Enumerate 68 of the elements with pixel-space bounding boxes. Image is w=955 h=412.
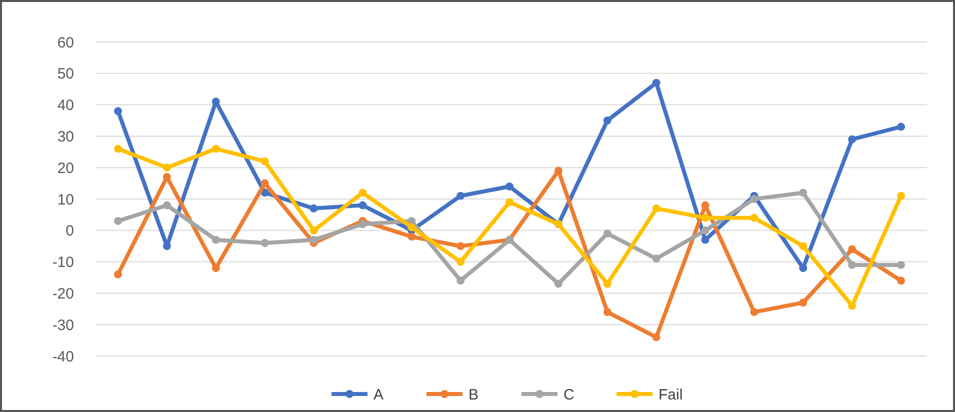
point [408,232,416,241]
point [212,144,220,153]
point [603,308,612,316]
point [848,245,856,254]
point [456,258,465,266]
y-tick-label: -20 [52,285,74,302]
y-tick-label: 20 [57,160,74,177]
point [603,280,612,288]
legend-label: B [468,386,479,404]
point [310,236,318,244]
point [456,242,465,250]
point [358,220,367,228]
point [114,270,122,278]
y-tick-label: -40 [52,348,74,366]
point [701,226,710,234]
point [162,201,171,210]
legend-label: Fail [658,386,683,404]
point [799,188,808,197]
point [358,188,367,197]
y-tick-label: 50 [57,66,74,83]
y-tick-label: -30 [52,316,74,334]
point [162,164,171,172]
point [799,264,808,272]
point [897,260,905,269]
point [310,226,318,234]
point [456,192,465,200]
point [750,214,758,222]
point [506,182,514,190]
point [848,260,856,269]
point [652,78,660,87]
point [212,236,220,244]
point [114,107,122,116]
point [848,135,856,144]
point [506,198,514,206]
point [310,204,318,212]
point [848,302,856,310]
point [162,242,171,250]
y-tick-label: 60 [57,34,74,52]
y-tick-label: 30 [57,128,74,146]
point [701,214,710,222]
point [408,223,416,232]
point [603,230,612,238]
y-tick-label: 0 [66,222,74,240]
point [260,238,269,247]
y-tick-label: 10 [57,191,74,208]
point [554,280,562,288]
y-tick-label: 40 [57,97,74,114]
point [897,192,905,200]
point [260,157,269,166]
point [260,179,269,188]
point [358,201,367,210]
point [114,217,122,225]
legend-label: A [374,386,384,404]
point [750,195,758,203]
point [799,298,808,307]
point [456,276,465,285]
point [897,276,905,285]
point [701,236,710,244]
point [652,204,660,212]
point [114,144,122,153]
point [652,254,660,263]
legend-label: C [564,386,574,404]
point [897,122,905,131]
point [603,116,612,124]
point [799,242,808,250]
point [750,308,758,316]
y-tick-label: -10 [52,254,74,272]
point [652,333,660,342]
